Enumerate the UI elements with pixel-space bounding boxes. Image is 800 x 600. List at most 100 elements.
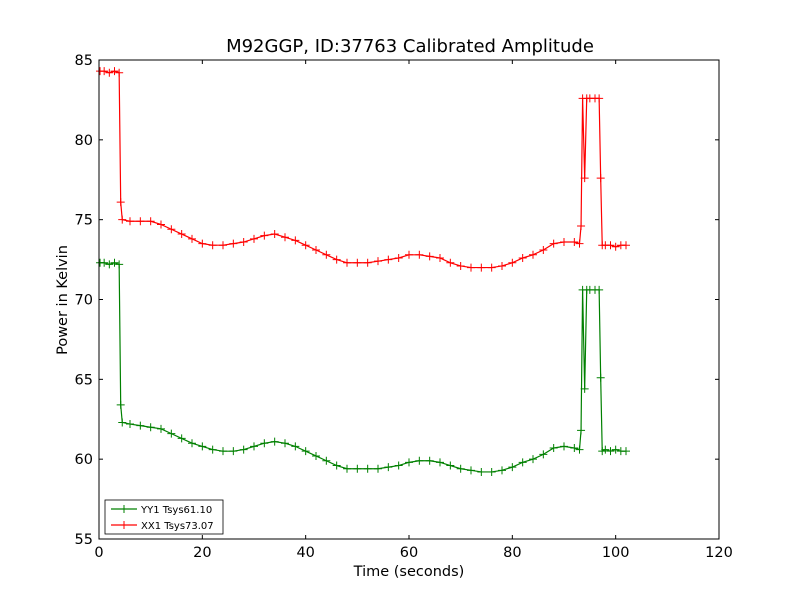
data-point	[570, 443, 579, 452]
data-point	[508, 463, 517, 472]
data-point	[596, 174, 605, 183]
data-point	[105, 68, 114, 77]
data-point	[270, 230, 279, 239]
data-point	[575, 239, 584, 248]
data-point	[219, 447, 227, 456]
y-axis-label: Power in Kelvin	[55, 245, 71, 355]
data-point	[177, 434, 186, 443]
data-point	[260, 231, 269, 240]
data-point	[601, 445, 610, 454]
data-point	[384, 463, 393, 472]
data-point	[577, 426, 586, 435]
data-point	[363, 258, 372, 267]
x-tick-label: 60	[400, 545, 418, 561]
data-point	[498, 466, 506, 475]
data-point	[322, 250, 331, 259]
data-point	[606, 241, 615, 250]
data-point	[570, 238, 579, 247]
data-point	[394, 461, 403, 470]
data-point	[118, 418, 127, 427]
y-tick-label: 60	[75, 452, 93, 468]
data-point	[529, 455, 537, 464]
data-point	[575, 445, 584, 454]
data-point	[322, 456, 331, 465]
data-point	[177, 230, 186, 239]
data-point	[188, 234, 196, 243]
data-point	[126, 420, 134, 429]
data-point	[456, 261, 465, 270]
series-1	[96, 258, 630, 476]
chart-title: M92GGP, ID:37763 Calibrated Amplitude	[226, 36, 594, 57]
data-point	[229, 239, 238, 248]
y-tick-label: 55	[75, 532, 93, 548]
data-point	[100, 258, 109, 267]
data-point	[595, 285, 604, 294]
data-point	[374, 257, 382, 266]
data-point	[116, 198, 125, 207]
data-point	[549, 239, 558, 248]
data-point	[384, 255, 393, 264]
data-point	[281, 439, 289, 448]
data-point	[291, 236, 300, 245]
data-point	[508, 258, 517, 267]
data-point	[157, 220, 165, 229]
data-point	[477, 467, 486, 476]
data-point	[260, 439, 269, 448]
data-point	[126, 217, 134, 226]
data-point	[394, 253, 403, 262]
data-point	[136, 421, 145, 430]
series-line	[100, 70, 626, 269]
data-point	[110, 258, 119, 267]
y-tick-label: 70	[75, 293, 93, 309]
data-point	[353, 258, 362, 267]
data-point	[281, 233, 289, 242]
data-point	[116, 400, 125, 409]
data-point	[105, 260, 114, 269]
data-point	[208, 445, 217, 454]
data-point	[446, 258, 455, 267]
data-point	[157, 424, 165, 433]
data-point	[606, 447, 615, 456]
data-point	[115, 68, 124, 77]
data-point	[100, 67, 109, 76]
data-point	[529, 250, 537, 259]
data-point	[577, 222, 586, 231]
data-point	[415, 250, 424, 259]
data-point	[198, 239, 207, 248]
y-tick-label: 85	[75, 53, 93, 69]
data-point	[487, 263, 496, 272]
data-point	[611, 445, 620, 454]
data-point	[110, 67, 119, 76]
series-line	[100, 262, 626, 473]
data-point	[198, 442, 207, 451]
data-point	[498, 261, 506, 270]
data-point	[363, 464, 372, 473]
legend-entry-label: XX1 Tsys73.07	[141, 521, 214, 532]
data-point	[167, 225, 176, 234]
legend: YY1 Tsys61.10 XX1 Tsys73.07	[104, 499, 224, 535]
data-point	[622, 241, 630, 250]
x-tick-label: 80	[503, 545, 521, 561]
x-tick-label: 20	[193, 545, 211, 561]
data-point	[301, 447, 310, 456]
data-point	[239, 445, 248, 454]
y-tick-label: 75	[75, 213, 93, 229]
data-point	[467, 263, 475, 272]
data-point	[343, 258, 351, 267]
series-2	[96, 67, 630, 272]
data-point	[374, 464, 382, 473]
data-point	[332, 255, 341, 264]
data-point	[136, 217, 145, 226]
data-point	[549, 443, 558, 452]
data-point	[229, 447, 238, 456]
data-point	[115, 260, 124, 269]
data-point	[219, 241, 227, 250]
data-point	[539, 450, 548, 459]
x-axis-label: Time (seconds)	[353, 564, 465, 580]
data-point	[188, 439, 196, 448]
data-point	[208, 241, 217, 250]
data-point	[146, 423, 155, 432]
data-point	[436, 253, 444, 262]
data-point	[596, 373, 605, 382]
